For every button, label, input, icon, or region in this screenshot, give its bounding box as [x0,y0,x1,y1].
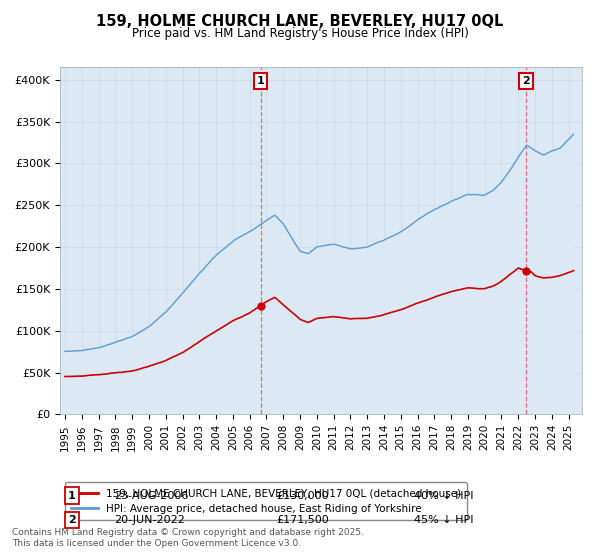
Text: 2: 2 [68,515,76,525]
Legend: 159, HOLME CHURCH LANE, BEVERLEY, HU17 0QL (detached house), HPI: Average price,: 159, HOLME CHURCH LANE, BEVERLEY, HU17 0… [65,482,467,520]
Text: 2: 2 [522,76,530,86]
Text: 20-JUN-2022: 20-JUN-2022 [114,515,185,525]
Text: 45% ↓ HPI: 45% ↓ HPI [414,515,473,525]
Text: 1: 1 [257,76,265,86]
Text: 1: 1 [68,491,76,501]
Text: 40% ↓ HPI: 40% ↓ HPI [414,491,473,501]
Text: Price paid vs. HM Land Registry's House Price Index (HPI): Price paid vs. HM Land Registry's House … [131,27,469,40]
Text: 159, HOLME CHURCH LANE, BEVERLEY, HU17 0QL: 159, HOLME CHURCH LANE, BEVERLEY, HU17 0… [97,14,503,29]
Text: Contains HM Land Registry data © Crown copyright and database right 2025.
This d: Contains HM Land Registry data © Crown c… [12,528,364,548]
Text: £171,500: £171,500 [276,515,329,525]
Text: 23-AUG-2006: 23-AUG-2006 [114,491,188,501]
Text: £130,000: £130,000 [276,491,329,501]
